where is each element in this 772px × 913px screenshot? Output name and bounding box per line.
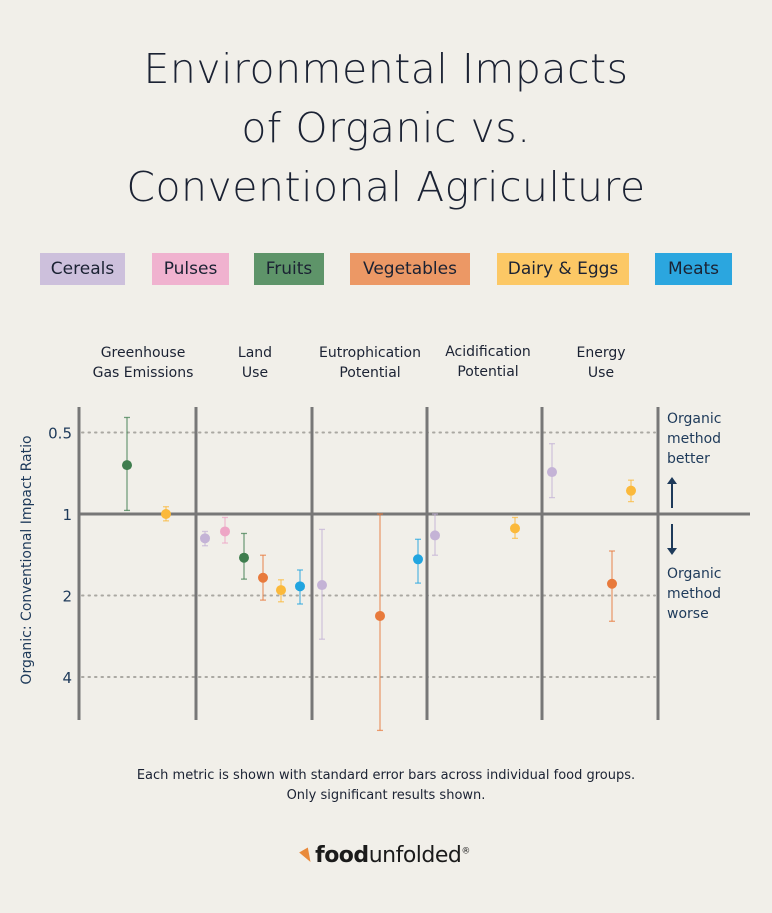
y-tick-label: 1 [62, 506, 72, 524]
point-marker [626, 485, 636, 496]
point-marker [375, 610, 385, 621]
point-marker [220, 526, 230, 537]
data-point-vegetables [607, 550, 617, 622]
annotation-text: Organic [667, 566, 721, 582]
title-line: of Organic vs. [241, 104, 531, 152]
data-point-dairy-eggs [626, 479, 636, 503]
label-line: Energy [576, 345, 626, 361]
legend-meats: Meats [655, 253, 732, 285]
data-point-vegetables [375, 513, 385, 732]
logo-bold: food [315, 843, 369, 868]
data-point-fruits [122, 416, 132, 512]
label-line: Use [241, 365, 269, 381]
legend-fruits: Fruits [254, 253, 324, 285]
foodunfolded-logo: foodunfolded® [0, 843, 772, 868]
annotation-text: method [667, 431, 721, 447]
data-point-cereals [317, 528, 327, 640]
label-line: Acidification [445, 344, 531, 360]
point-marker [122, 460, 132, 471]
data-point-cereals [200, 530, 210, 547]
data-point-dairy-eggs [161, 506, 171, 522]
data-point-vegetables [258, 554, 268, 601]
y-tick-label: 4 [62, 669, 72, 687]
metric-label-ghg: Greenhouse Gas Emissions [78, 343, 208, 383]
point-marker [607, 578, 617, 589]
logo-thin: unfolded [368, 843, 462, 868]
label-line: Use [587, 365, 615, 381]
data-point-dairy-eggs [510, 516, 520, 539]
point-marker [239, 552, 249, 563]
point-marker [258, 572, 268, 583]
metric-label-land: Land Use [190, 343, 320, 383]
point-marker [161, 509, 171, 519]
data-point-meats [413, 538, 423, 584]
label-line: Potential [339, 365, 401, 381]
label-line: Land [237, 345, 273, 361]
y-tick-label: 0.5 [48, 425, 72, 443]
annotation-better: Organic method better [667, 411, 721, 467]
metric-label-eutrophication: Eutrophication Potential [305, 343, 435, 383]
label-line: Gas Emissions [92, 365, 194, 381]
annotation-text: method [667, 586, 721, 602]
point-marker [510, 523, 520, 534]
label-line: Potential [457, 364, 519, 380]
title-line: Environmental Impacts [143, 45, 629, 93]
note-line: Only significant results shown. [286, 788, 486, 803]
footnote: Each metric is shown with standard error… [0, 766, 772, 806]
arrow-down-icon [667, 524, 677, 555]
point-marker [430, 530, 440, 541]
data-point-dairy-eggs [276, 579, 286, 603]
label-line: Greenhouse [100, 345, 186, 361]
annotation-text: better [667, 451, 710, 467]
point-marker [413, 554, 423, 565]
label-line: Eutrophication [319, 345, 421, 361]
legend-pulses: Pulses [152, 253, 229, 285]
legend-vegetables: Vegetables [350, 253, 470, 285]
annotation-worse: Organic method worse [667, 566, 721, 622]
data-point-meats [295, 569, 305, 605]
legend: Cereals Pulses Fruits Vegetables Dairy &… [0, 253, 772, 285]
metric-label-acidification: Acidification Potential [423, 342, 553, 382]
data-point-cereals [430, 513, 440, 556]
point-marker [547, 467, 557, 478]
data-point-fruits [239, 532, 249, 580]
annotation-text: worse [667, 606, 709, 622]
metric-label-energy: Energy Use [536, 343, 666, 383]
carrot-icon [299, 847, 315, 865]
note-line: Each metric is shown with standard error… [136, 768, 636, 783]
data-point-pulses [220, 516, 230, 544]
arrow-up-icon [667, 477, 677, 508]
point-marker [200, 533, 210, 544]
annotation-text: Organic [667, 411, 721, 427]
title-line: Conventional Agriculture [126, 163, 646, 211]
y-tick-label: 2 [62, 588, 72, 606]
point-marker [295, 581, 305, 592]
y-axis-label: Organic: Conventional Impact Ratio [19, 435, 35, 684]
page-title: Environmental Impacts of Organic vs. Con… [0, 40, 772, 217]
logo-mark: ® [461, 846, 470, 857]
data-point-cereals [547, 443, 557, 499]
point-marker [317, 580, 327, 591]
legend-cereals: Cereals [40, 253, 125, 285]
legend-dairy-eggs: Dairy & Eggs [497, 253, 629, 285]
point-marker [276, 585, 286, 596]
